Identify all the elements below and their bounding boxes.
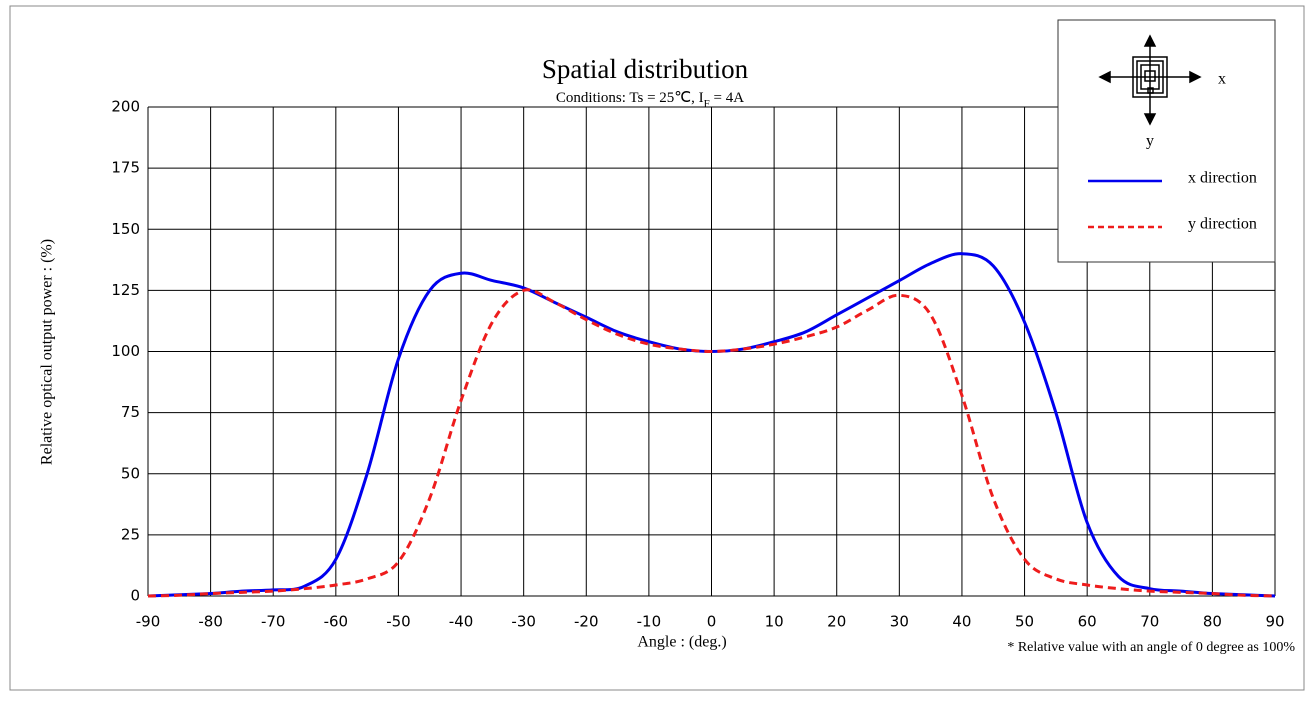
x-tick-label: -50 [386,613,411,631]
y-tick-label: 25 [121,525,140,543]
x-tick-label: -30 [511,613,536,631]
x-tick-label: -60 [324,613,349,631]
icon-label: y [1146,133,1154,150]
x-tick-label: 40 [952,613,971,631]
x-tick-label: 90 [1265,613,1284,631]
x-tick-label: -40 [449,613,474,631]
y-tick-label: 150 [111,220,140,238]
x-tick-label: -70 [261,613,286,631]
chart-title: Spatial distribution [542,54,749,84]
x-tick-label: 0 [707,613,717,631]
legend: x y x direction y direction [1057,19,1276,263]
x-tick-label: -10 [637,613,662,631]
x-tick-label: 10 [765,613,784,631]
x-tick-label: -20 [574,613,599,631]
y-tick-label: 125 [111,281,140,299]
note: * Relative value with an angle of 0 degr… [1007,640,1295,655]
subtitle-part: = 4A [710,90,744,106]
chart-subtitle: Conditions: Ts = 25℃, IF = 4A [556,90,744,109]
x-tick-label: 50 [1015,613,1034,631]
y-tick-label: 0 [130,587,140,605]
data-line [147,288,1276,598]
legend-label: y direction [1188,216,1257,233]
x-tick-label: -80 [198,613,223,631]
y-axis-label: Relative optical output power : (%) [39,239,56,465]
x-tick-label: 80 [1203,613,1222,631]
y-tick-label: 100 [111,342,140,360]
x-axis-label: Angle : (deg.) [637,634,726,651]
x-tick-label: 70 [1140,613,1159,631]
icon-label: x [1218,71,1226,88]
y-tick-label: 75 [121,403,140,421]
x-tick-label: 30 [890,613,909,631]
x-tick-label: -90 [136,613,161,631]
y-tick-label: 175 [111,159,140,177]
x-tick-label: 60 [1078,613,1097,631]
y-tick-label: 200 [111,98,140,116]
x-tick-label: 20 [827,613,846,631]
legend-entries: x direction y direction [1088,170,1257,233]
direction-icon [1098,34,1202,126]
subtitle-sub: F [704,98,710,110]
subtitle-part: Conditions: Ts = 25℃, I [556,90,704,106]
legend-label: x direction [1188,170,1257,187]
y-tick-label: 50 [121,464,140,482]
